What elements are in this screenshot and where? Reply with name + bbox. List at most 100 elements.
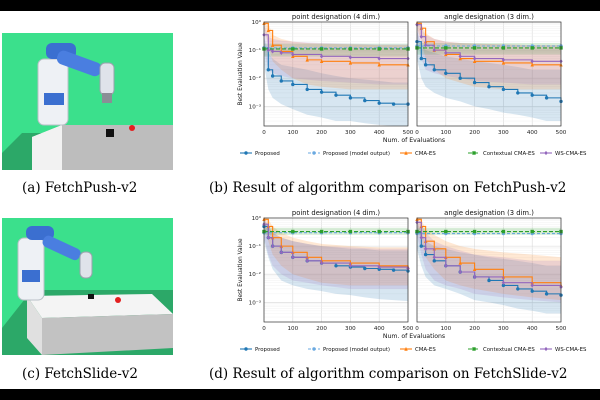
data-point-ws-cma-es — [266, 235, 271, 240]
legend-marker-ws-cma-es — [544, 150, 548, 156]
data-point-ws-cma-es — [458, 54, 462, 59]
panel-title: angle designation (3 dim.) — [444, 209, 534, 217]
data-point-proposed — [270, 74, 275, 78]
data-point-ws-cma-es — [319, 54, 324, 59]
legend-label-cma-es: CMA-ES — [415, 151, 436, 157]
caption-a: (a) FetchPush-v2 — [22, 180, 138, 196]
band-cma-es — [417, 22, 561, 90]
legend-marker-proposed-model-output — [312, 151, 316, 155]
legend-label-proposed: Proposed — [255, 151, 280, 157]
legend-label-cma-es: CMA-ES — [415, 347, 436, 353]
data-point-contextual-cma-es — [530, 46, 534, 50]
plot-frame — [416, 217, 562, 323]
data-point-proposed — [472, 80, 477, 85]
series-line-ws-cma-es — [417, 24, 561, 62]
y-tick-label: 10⁻³ — [249, 103, 261, 110]
data-point-contextual-cma-es — [348, 47, 353, 51]
x-axis-label: Num. of Evaluations — [383, 137, 445, 144]
data-point-ws-cma-es — [279, 250, 283, 255]
data-point-contextual-cma-es — [319, 229, 324, 234]
x-tick-label: 100 — [287, 326, 298, 332]
data-point-cma-es — [305, 57, 309, 62]
caption-b: (b) Result of algorithm comparison on Fe… — [209, 180, 567, 196]
data-point-proposed — [444, 71, 448, 75]
data-point-proposed — [501, 283, 506, 288]
series-line-cma-es — [264, 22, 408, 66]
x-tick-label: 500 — [403, 130, 414, 136]
data-point-proposed — [544, 292, 549, 296]
legend-label-proposed-model-output: Proposed (model output) — [323, 151, 390, 157]
data-point-ws-cma-es — [444, 263, 448, 268]
chart-panel-point-designation-4-dim: 0 100 200 300 400 500 10⁻³ 10⁻² 10⁻¹ 10⁰ point des… — [238, 13, 414, 136]
x-tick-label: 100 — [287, 130, 298, 136]
chart-panel-angle-designation-3-dim: 0 100 200 300 400 500 angle designation (3 dim… — [415, 13, 567, 136]
data-point-proposed — [423, 252, 428, 257]
data-point-ws-cma-es — [270, 244, 275, 249]
data-point-proposed — [291, 82, 295, 87]
x-tick-label: 200 — [316, 130, 327, 136]
data-point-proposed — [279, 79, 283, 83]
chart-panel-point-designation-4-dim: 0 100 200 300 400 500 10⁻³ 10⁻² 10⁻¹ 10⁰ point des… — [238, 209, 414, 332]
legend-marker-ws-cma-es — [544, 346, 548, 352]
band-cma-es — [417, 218, 561, 301]
data-point-ws-cma-es — [501, 280, 506, 285]
x-tick-label: 500 — [556, 130, 567, 136]
series-line-cma-es — [417, 218, 562, 286]
x-tick-label: 300 — [498, 326, 509, 332]
data-point-cma-es — [458, 260, 462, 265]
legend: Proposed Proposed (model output) CMA-ES Con… — [240, 346, 587, 353]
data-point-proposed — [266, 68, 271, 72]
legend-marker-proposed — [244, 347, 248, 351]
data-point-proposed — [334, 264, 338, 268]
series-line-ws-cma-es — [417, 221, 562, 288]
data-point-contextual-cma-es — [377, 229, 381, 234]
data-point-contextual-cma-es — [444, 46, 448, 50]
x-tick-label: 100 — [440, 326, 451, 332]
data-point-proposed — [516, 287, 520, 291]
data-point-contextual-cma-es — [319, 47, 324, 51]
data-point-proposed — [363, 98, 367, 103]
data-point-proposed — [544, 96, 549, 100]
data-point-cma-es — [348, 60, 353, 65]
panel-title: point designation (4 dim.) — [292, 209, 381, 217]
band-cma-es — [264, 22, 408, 90]
legend-marker-contextual-cma-es — [472, 151, 476, 155]
data-point-cma-es — [530, 62, 534, 67]
data-point-contextual-cma-es — [377, 47, 381, 51]
data-point-proposed — [530, 93, 534, 97]
data-point-proposed — [348, 96, 353, 100]
legend-label-proposed: Proposed — [255, 347, 280, 353]
data-point-cma-es — [319, 59, 324, 64]
legend-marker-contextual-cma-es — [472, 347, 476, 351]
chart-b-svg: 0 100 200 300 400 500 10⁻³ 10⁻² 10⁻¹ 10⁰ point des… — [238, 13, 587, 157]
data-point-cma-es — [501, 60, 506, 65]
y-tick-label: 10⁻¹ — [249, 243, 261, 250]
chart-panel-angle-designation-3-dim: 0 100 200 300 400 500 angle designation (3 dim… — [415, 209, 567, 332]
band-proposed — [417, 220, 561, 314]
data-point-proposed — [377, 101, 381, 105]
panel-title: angle designation (3 dim.) — [444, 13, 534, 21]
data-point-ws-cma-es — [319, 260, 324, 266]
data-point-proposed — [530, 289, 534, 293]
data-point-ws-cma-es — [458, 269, 462, 275]
data-point-contextual-cma-es — [530, 229, 534, 234]
data-point-proposed — [363, 266, 367, 271]
legend-label-proposed-model-output: Proposed (model output) — [323, 347, 390, 353]
x-tick-label: 100 — [440, 130, 451, 136]
x-tick-label: 500 — [556, 326, 567, 332]
x-tick-label: 400 — [374, 326, 385, 332]
series-line-cma-es — [264, 218, 409, 268]
plot-area — [417, 218, 561, 322]
x-tick-label: 300 — [345, 130, 356, 136]
data-point-proposed — [377, 267, 381, 271]
x-tick-label: 400 — [374, 130, 385, 136]
x-tick-label: 300 — [498, 130, 509, 136]
x-tick-label: 400 — [527, 326, 538, 332]
y-axis-label: Best Evaluation Value — [238, 238, 244, 301]
x-tick-label: 200 — [316, 326, 327, 332]
data-point-proposed — [501, 87, 506, 92]
fetchslide-scene-image — [2, 218, 173, 355]
data-point-ws-cma-es — [279, 50, 283, 55]
data-point-proposed — [391, 102, 396, 106]
band-contextual-cma-es — [264, 43, 408, 57]
